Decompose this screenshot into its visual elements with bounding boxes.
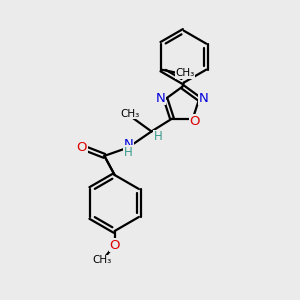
Text: O: O [189,115,200,128]
Text: H: H [154,130,162,143]
Text: O: O [110,238,120,252]
Text: CH₃: CH₃ [176,68,195,78]
Text: O: O [76,141,87,154]
Text: N: N [156,92,166,105]
Text: CH₃: CH₃ [93,255,112,266]
Text: N: N [199,92,209,105]
Text: H: H [124,146,133,159]
Text: N: N [124,138,134,151]
Text: CH₃: CH₃ [121,109,140,119]
